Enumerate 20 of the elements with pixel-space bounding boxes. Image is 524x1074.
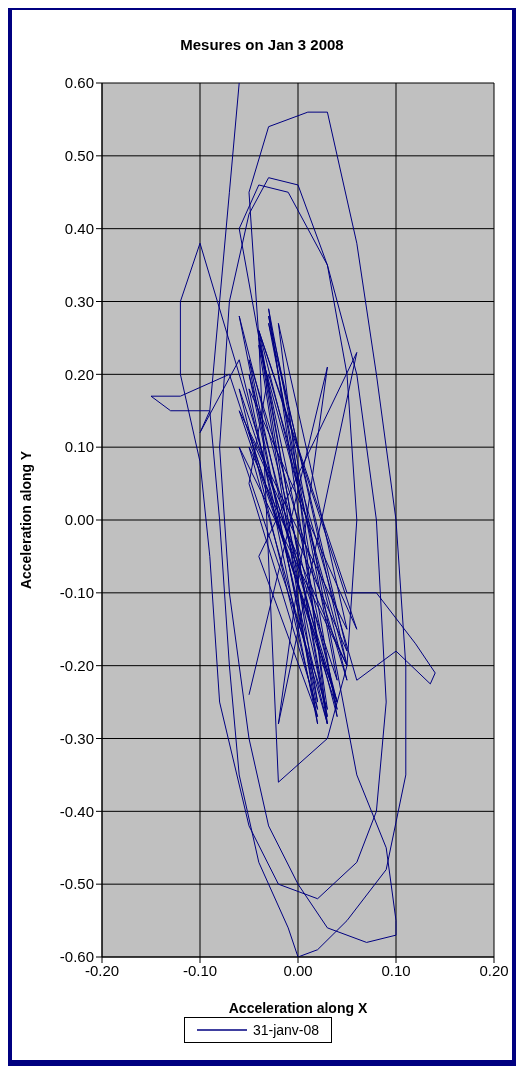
- y-tick-label: 0.10: [64, 438, 94, 456]
- x-axis-title: Acceleration along X: [228, 1000, 368, 1016]
- y-axis-title: Acceleration along Y: [17, 450, 34, 590]
- x-tick-label: 0.10: [381, 961, 411, 979]
- y-tick-label: -0.30: [59, 729, 94, 747]
- y-tick-label: 0.00: [64, 511, 94, 529]
- y-tick-label: 0.30: [64, 292, 94, 310]
- y-tick-label: -0.40: [59, 802, 94, 820]
- y-tick-label: -0.20: [59, 656, 94, 674]
- y-tick-label: 0.60: [64, 74, 94, 92]
- chart-title: Mesures on Jan 3 2008: [179, 36, 345, 53]
- y-tick-label: -0.10: [59, 584, 94, 602]
- legend-label: 31-janv-08: [252, 1022, 320, 1038]
- y-tick-label: 0.50: [64, 147, 94, 165]
- x-tick-label: 0.00: [283, 961, 313, 979]
- x-tick-label: -0.10: [182, 961, 218, 979]
- y-tick-label: 0.40: [64, 219, 94, 237]
- y-tick-label: 0.20: [64, 365, 94, 383]
- y-tick-label: -0.50: [59, 875, 94, 893]
- x-tick-label: 0.20: [479, 961, 509, 979]
